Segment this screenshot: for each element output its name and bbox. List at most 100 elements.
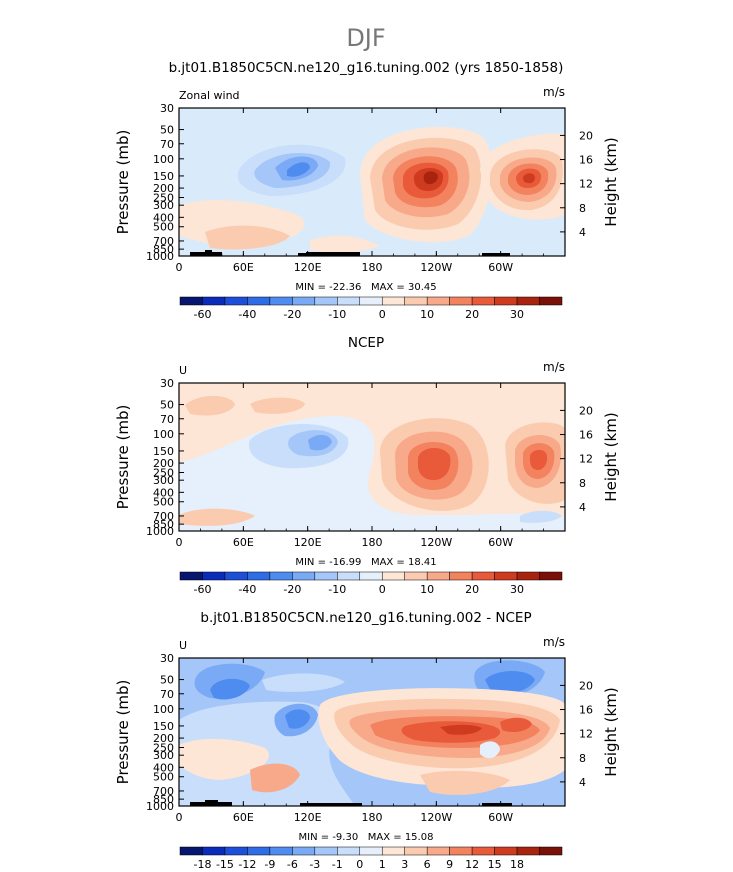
- colorbar-swatch: [202, 571, 226, 581]
- colorbar-label: -20: [283, 583, 301, 596]
- colorbar-swatch: [381, 846, 405, 856]
- colorbar-swatch: [247, 571, 271, 581]
- colorbar-swatch: [539, 296, 563, 306]
- panel-3-contour-neg-io-2: [285, 709, 310, 729]
- colorbar-swatch: [471, 571, 495, 581]
- colorbar-label: 20: [465, 583, 479, 596]
- colorbar-swatch: [224, 846, 248, 856]
- y-tick-label: 30: [160, 652, 174, 665]
- colorbar-label: -9: [264, 858, 275, 871]
- panel-2-contour-atl-4: [530, 449, 548, 470]
- colorbar-swatch: [247, 846, 271, 856]
- colorbar-label: -20: [283, 308, 301, 321]
- y2-tick-label: 8: [579, 752, 586, 765]
- x-tick-label: 0: [176, 536, 183, 549]
- panel-1-contour-lowlevel-mid: [310, 235, 380, 253]
- y-tick-label: 70: [160, 138, 174, 151]
- colorbar-swatch: [269, 571, 293, 581]
- panel-1-topography-1: [190, 250, 222, 256]
- colorbar-swatch: [426, 846, 450, 856]
- colorbar-swatch: [494, 296, 518, 306]
- panel-1-contour-atl-6: [523, 173, 535, 184]
- panel-1-field: [179, 108, 565, 256]
- y-tick-label: 500: [153, 221, 174, 234]
- x-tick-label: 180: [362, 261, 383, 274]
- y-tick-label: 50: [160, 124, 174, 137]
- colorbar-label: -40: [238, 583, 256, 596]
- colorbar-label: 0: [379, 583, 386, 596]
- panel-3-height-label: Height (km): [602, 687, 620, 776]
- colorbar-swatch: [539, 846, 563, 856]
- colorbar-swatch: [247, 296, 271, 306]
- y-tick-label: 30: [160, 377, 174, 390]
- y2-tick-label: 20: [579, 679, 593, 692]
- y-tick-label: 50: [160, 399, 174, 412]
- colorbar-swatch: [516, 846, 540, 856]
- y-tick-label: 300: [153, 749, 174, 762]
- colorbar-swatch: [471, 846, 495, 856]
- colorbar-swatch: [292, 846, 316, 856]
- colorbar-label: 12: [465, 858, 479, 871]
- colorbar-swatch: [426, 571, 450, 581]
- x-tick-label: 60E: [233, 811, 254, 824]
- y2-tick-label: 12: [579, 178, 593, 191]
- colorbar-swatch: [359, 571, 383, 581]
- panel-1-colorbar: -60 -40 -20 -10 0 10 20 30: [179, 296, 563, 321]
- colorbar-swatch: [269, 846, 293, 856]
- colorbar-label: 9: [446, 858, 453, 871]
- panel-2-contour-lowlevel-west: [179, 508, 255, 526]
- panel-2-left-label: U: [179, 364, 187, 377]
- colorbar-swatch: [381, 571, 405, 581]
- y-tick-label: 70: [160, 688, 174, 701]
- y-tick-label: 200: [153, 457, 174, 470]
- colorbar-swatch: [179, 571, 203, 581]
- y-tick-label: 100: [153, 703, 174, 716]
- colorbar-swatch: [224, 296, 248, 306]
- x-tick-label: 60W: [488, 536, 513, 549]
- y2-tick-label: 20: [579, 404, 593, 417]
- colorbar-swatch: [224, 571, 248, 581]
- y-tick-label: 100: [153, 428, 174, 441]
- y-tick-label: 850: [153, 793, 174, 806]
- panel-1-height-label: Height (km): [602, 137, 620, 226]
- colorbar-label: -10: [328, 583, 346, 596]
- colorbar-swatch: [404, 296, 428, 306]
- colorbar-swatch: [314, 296, 338, 306]
- x-tick-label: 120W: [420, 811, 452, 824]
- colorbar-label: -6: [287, 858, 298, 871]
- colorbar-swatch: [359, 296, 383, 306]
- x-tick-label: 120E: [294, 261, 322, 274]
- y-tick-label: 250: [153, 191, 174, 204]
- figure-title: DJF: [346, 24, 385, 52]
- x-tick-label: 60W: [488, 811, 513, 824]
- y-tick-label: 300: [153, 474, 174, 487]
- y-tick-label: 400: [153, 761, 174, 774]
- colorbar-label: 6: [424, 858, 431, 871]
- y-tick-label: 200: [153, 732, 174, 745]
- y2-tick-label: 16: [579, 429, 593, 442]
- panel-1-pressure-label: Pressure (mb): [114, 130, 132, 235]
- y-tick-label: 700: [153, 785, 174, 798]
- y-tick-label: 700: [153, 510, 174, 523]
- y2-tick-label: 16: [579, 704, 593, 717]
- y-tick-label: 200: [153, 182, 174, 195]
- colorbar-label: 30: [510, 583, 524, 596]
- colorbar-swatch: [516, 296, 540, 306]
- panel-1-left-label: Zonal wind: [179, 89, 240, 102]
- panel-1-contour-easterly-4: [287, 162, 310, 177]
- colorbar-swatch: [337, 571, 361, 581]
- panel-3-contour-strat-neg-4: [485, 671, 535, 694]
- y-tick-label: 30: [160, 102, 174, 115]
- colorbar-swatch: [202, 846, 226, 856]
- panel-2: NCEP U m/s: [114, 335, 620, 596]
- y2-tick-label: 12: [579, 453, 593, 466]
- y2-tick-label: 8: [579, 477, 586, 490]
- panel-3-contour-lower-pos: [250, 763, 300, 793]
- panel-3-contour-lower-pos-east: [420, 770, 510, 795]
- panel-2-contour-lowlevel-east: [520, 510, 562, 523]
- panel-3-left-label: U: [179, 639, 187, 652]
- colorbar-swatch: [404, 571, 428, 581]
- colorbar-swatch: [179, 296, 203, 306]
- x-tick-label: 120W: [420, 536, 452, 549]
